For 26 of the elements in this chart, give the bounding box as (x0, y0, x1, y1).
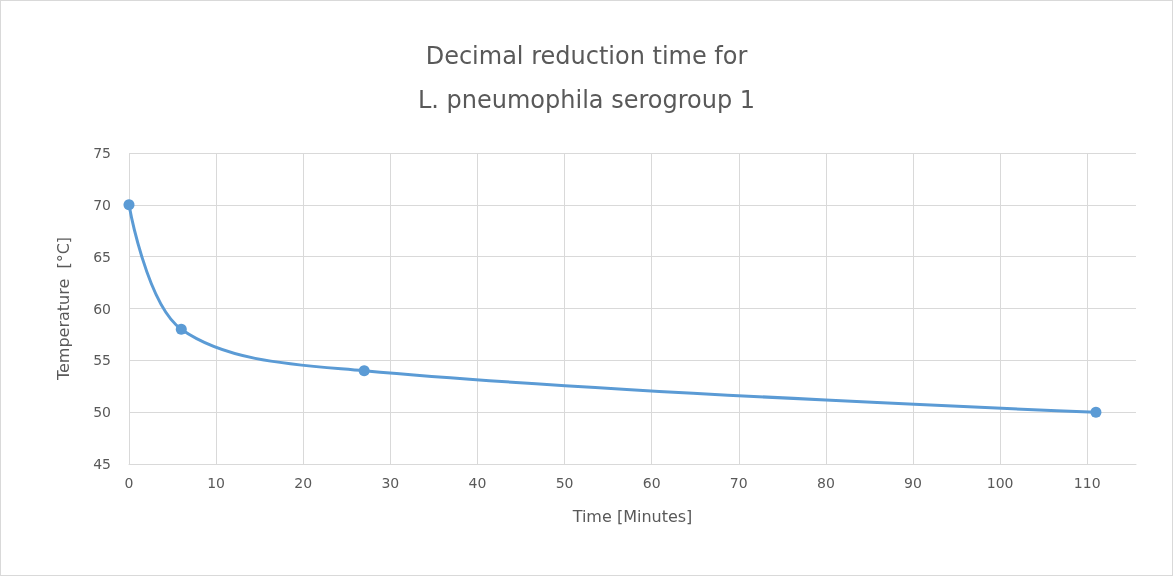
x-tick-label: 50 (555, 475, 574, 491)
x-axis-title: Time [Minutes] (571, 506, 693, 526)
y-tick-label: 65 (93, 248, 111, 265)
point (123, 199, 135, 211)
y-tick-label: 55 (93, 352, 111, 369)
x-tick-label: 40 (468, 475, 487, 491)
x-tick-label: 70 (729, 475, 748, 491)
point (175, 323, 187, 335)
y-tick-label: 60 (93, 300, 111, 317)
x-tick-label: 30 (381, 475, 400, 491)
y-tick-label: 70 (93, 196, 111, 213)
x-tick-label: 90 (904, 475, 922, 491)
point (1090, 406, 1102, 418)
y-axis-title: Temperature [°C] (53, 236, 73, 382)
point (358, 365, 370, 377)
chart-title: Decimal reduction time for L. pneumophila serogroup 1 (417, 42, 756, 114)
y-tick-label: 75 (93, 145, 111, 161)
x-tick-label: 110 (1073, 475, 1101, 491)
x-tick-label: 60 (642, 475, 661, 491)
y-tick-label: 45 (93, 456, 111, 472)
y-tick-label: 50 (93, 404, 111, 421)
x-tick-label: 80 (816, 475, 835, 491)
x-tick-label: 20 (294, 475, 313, 491)
x-tick-label: 100 (986, 475, 1014, 491)
x-tick-label: 0 (124, 475, 134, 491)
x-tick-label: 10 (207, 475, 226, 491)
